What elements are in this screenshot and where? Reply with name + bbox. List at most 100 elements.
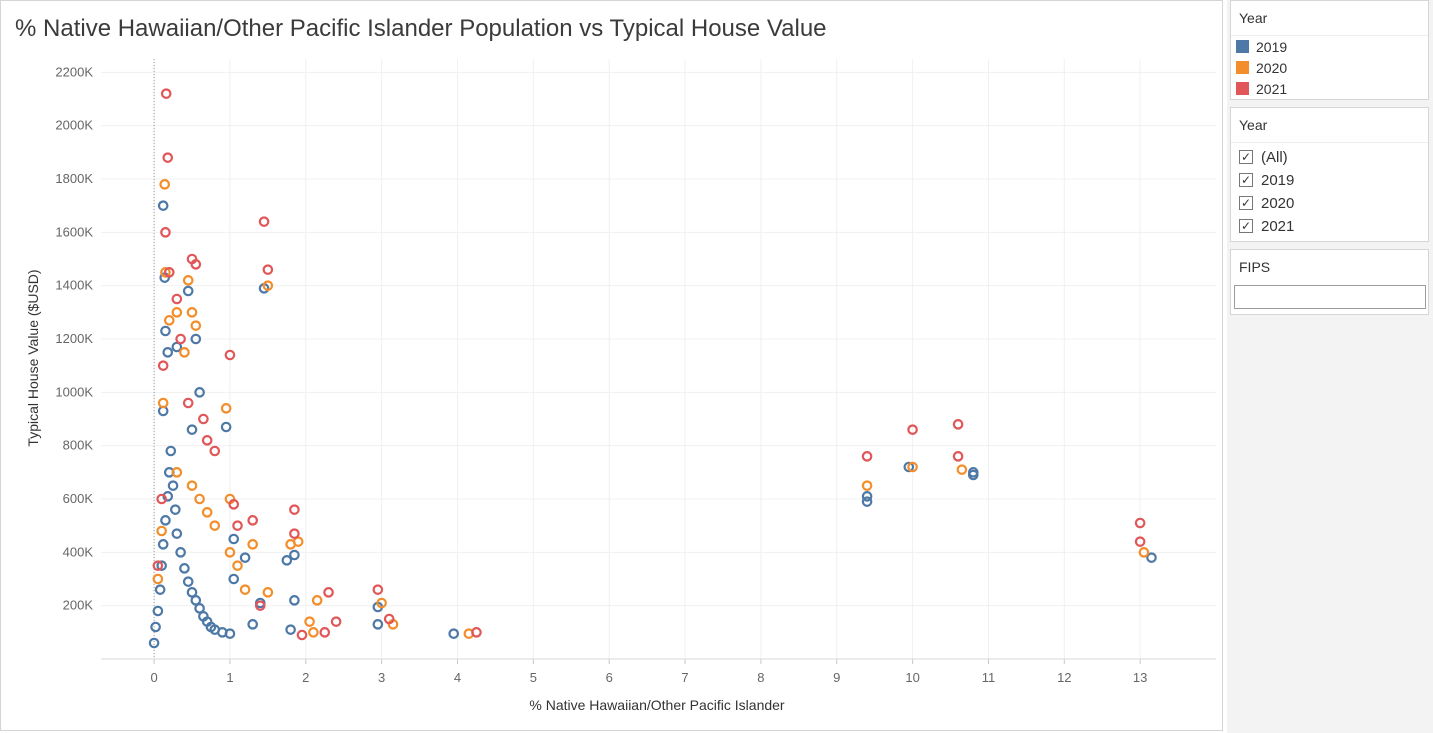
checkbox[interactable]: ✓: [1239, 196, 1253, 210]
data-point[interactable]: [448, 628, 460, 639]
data-point[interactable]: [159, 179, 171, 190]
data-point[interactable]: [170, 504, 181, 515]
data-point[interactable]: [171, 307, 183, 318]
data-point[interactable]: [157, 539, 169, 550]
data-point[interactable]: [160, 227, 171, 238]
data-point[interactable]: [160, 88, 172, 99]
data-point[interactable]: [179, 347, 190, 358]
data-point[interactable]: [254, 600, 266, 611]
data-point[interactable]: [1134, 517, 1146, 529]
data-point[interactable]: [154, 584, 166, 595]
data-point[interactable]: [376, 597, 387, 609]
data-point[interactable]: [903, 461, 915, 473]
data-point[interactable]: [157, 397, 169, 409]
data-point[interactable]: [247, 619, 259, 630]
data-point[interactable]: [471, 627, 482, 638]
data-point[interactable]: [281, 555, 293, 566]
data-point[interactable]: [162, 152, 174, 163]
data-point[interactable]: [330, 616, 342, 627]
data-point[interactable]: [296, 629, 308, 641]
data-point[interactable]: [171, 467, 183, 478]
data-point[interactable]: [952, 451, 964, 462]
data-point[interactable]: [175, 547, 186, 558]
data-point[interactable]: [186, 587, 198, 598]
data-point[interactable]: [156, 525, 167, 537]
data-point[interactable]: [247, 539, 259, 550]
data-point[interactable]: [1134, 536, 1146, 547]
data-point[interactable]: [967, 467, 979, 478]
data-point[interactable]: [182, 285, 194, 297]
data-point[interactable]: [209, 520, 221, 531]
data-point[interactable]: [861, 491, 873, 502]
data-point[interactable]: [319, 627, 331, 638]
data-point[interactable]: [160, 267, 171, 278]
data-point[interactable]: [323, 587, 334, 598]
data-point[interactable]: [1146, 552, 1157, 563]
data-point[interactable]: [372, 584, 384, 595]
data-point[interactable]: [198, 413, 209, 425]
data-point[interactable]: [247, 515, 259, 526]
data-point[interactable]: [861, 451, 873, 462]
data-point[interactable]: [907, 461, 918, 473]
data-point[interactable]: [152, 560, 164, 571]
data-point[interactable]: [186, 307, 198, 318]
data-point[interactable]: [228, 499, 240, 510]
data-point[interactable]: [194, 493, 205, 505]
checkbox[interactable]: ✓: [1239, 150, 1253, 164]
data-point[interactable]: [190, 320, 202, 331]
data-point[interactable]: [163, 267, 175, 278]
data-point[interactable]: [220, 421, 232, 433]
data-point[interactable]: [289, 595, 300, 606]
data-point[interactable]: [194, 387, 205, 398]
data-point[interactable]: [232, 520, 243, 531]
data-point[interactable]: [220, 403, 232, 414]
data-point[interactable]: [182, 275, 194, 286]
data-point[interactable]: [190, 259, 202, 270]
data-point[interactable]: [160, 515, 171, 526]
data-point[interactable]: [383, 613, 395, 625]
data-point[interactable]: [190, 333, 202, 345]
checkbox[interactable]: ✓: [1239, 173, 1253, 187]
data-point[interactable]: [224, 349, 236, 361]
data-point[interactable]: [907, 424, 918, 435]
data-point[interactable]: [194, 603, 205, 614]
data-point[interactable]: [224, 628, 236, 639]
data-point[interactable]: [1138, 547, 1150, 558]
data-point[interactable]: [165, 445, 177, 457]
data-point[interactable]: [150, 621, 161, 633]
fips-input[interactable]: [1234, 285, 1426, 309]
data-point[interactable]: [148, 637, 160, 649]
data-point[interactable]: [152, 573, 164, 585]
data-point[interactable]: [182, 576, 194, 587]
data-point[interactable]: [157, 200, 169, 211]
data-point[interactable]: [239, 584, 251, 595]
data-point[interactable]: [861, 480, 873, 491]
data-point[interactable]: [861, 496, 873, 507]
data-point[interactable]: [171, 293, 183, 305]
data-point[interactable]: [239, 552, 251, 563]
data-point[interactable]: [190, 595, 202, 606]
data-point[interactable]: [289, 504, 300, 515]
data-point[interactable]: [167, 480, 179, 491]
data-point[interactable]: [201, 507, 213, 518]
data-point[interactable]: [186, 424, 198, 435]
data-point[interactable]: [163, 315, 175, 326]
data-point[interactable]: [162, 491, 174, 502]
data-point[interactable]: [201, 435, 213, 446]
data-point[interactable]: [304, 616, 315, 627]
data-point[interactable]: [157, 360, 169, 371]
data-point[interactable]: [175, 333, 186, 345]
data-point[interactable]: [171, 341, 183, 353]
data-point[interactable]: [179, 563, 190, 574]
data-point[interactable]: [160, 325, 171, 337]
checkbox[interactable]: ✓: [1239, 219, 1253, 233]
data-point[interactable]: [228, 533, 240, 545]
data-point[interactable]: [209, 445, 221, 457]
data-point[interactable]: [308, 627, 319, 638]
data-point[interactable]: [186, 480, 198, 491]
data-point[interactable]: [224, 547, 236, 558]
data-point[interactable]: [232, 560, 243, 571]
data-point[interactable]: [285, 624, 296, 635]
data-point[interactable]: [228, 573, 240, 585]
data-point[interactable]: [152, 605, 164, 617]
